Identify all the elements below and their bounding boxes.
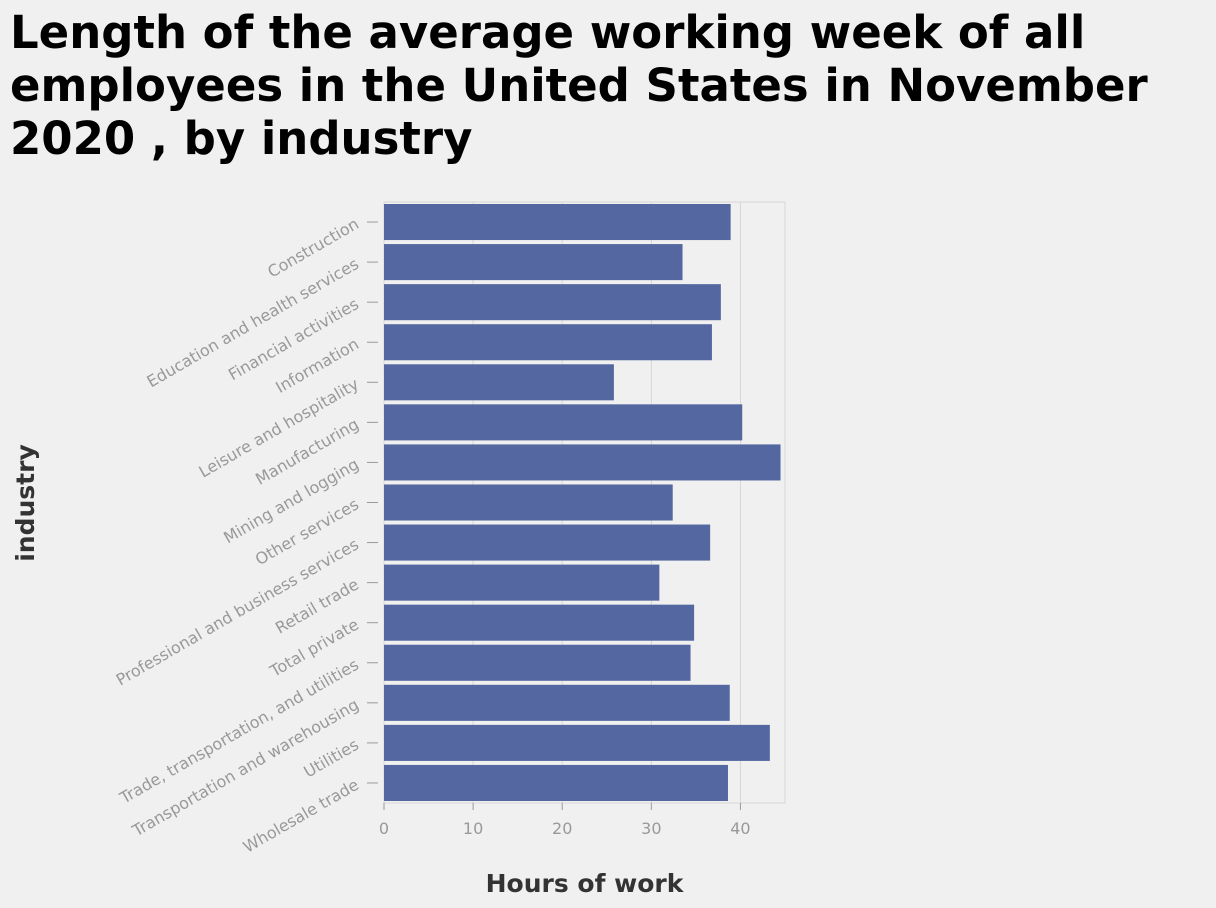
bar <box>384 484 673 521</box>
bar <box>384 604 695 641</box>
bars <box>384 204 781 801</box>
x-tick-label: 20 <box>552 819 572 838</box>
y-axis-title: industry <box>11 444 40 562</box>
x-axis: 0 10 20 30 40 <box>379 803 751 838</box>
bar <box>384 244 683 281</box>
bar <box>384 284 721 321</box>
bar <box>384 764 728 801</box>
x-tick-label: 10 <box>463 819 483 838</box>
bar <box>384 644 691 681</box>
x-tick-label: 30 <box>641 819 661 838</box>
bar <box>384 364 614 401</box>
chart-title: Length of the average working week of al… <box>10 6 1148 165</box>
bar <box>384 524 711 561</box>
bar <box>384 684 730 721</box>
x-axis-title: Hours of work <box>486 869 685 898</box>
x-tick-label: 40 <box>730 819 750 838</box>
bar <box>384 724 770 761</box>
bar <box>384 324 712 361</box>
bar <box>384 204 731 241</box>
x-tick-label: 0 <box>379 819 389 838</box>
y-tick-label: Wholesale trade <box>240 775 362 857</box>
y-tick-label: Utilities <box>300 735 362 782</box>
bar <box>384 564 660 601</box>
bar <box>384 404 743 441</box>
bar <box>384 444 781 481</box>
